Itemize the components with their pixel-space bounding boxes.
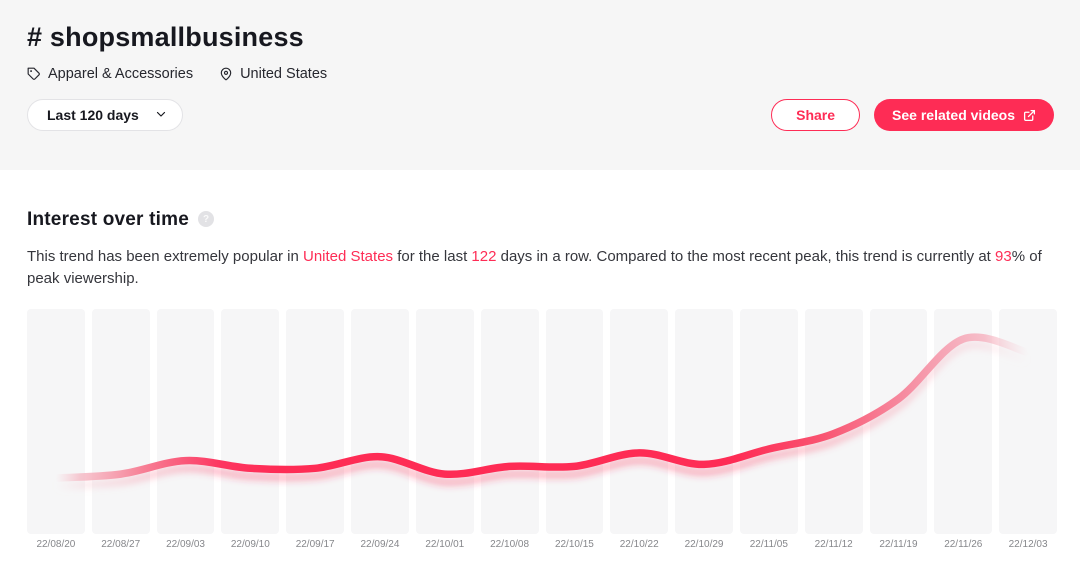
chart-column-band	[156, 309, 215, 534]
region-meta: United States	[219, 66, 327, 82]
x-axis-label: 22/10/22	[619, 539, 659, 550]
region-label: United States	[240, 66, 328, 82]
see-related-videos-label: See related videos	[892, 107, 1015, 123]
x-axis-label: 22/12/03	[1008, 539, 1048, 550]
category-label: Apparel & Accessories	[48, 66, 194, 82]
chart-column-band	[934, 309, 993, 534]
chart-column-band	[286, 309, 345, 534]
chart-column-band	[221, 309, 280, 534]
x-axis-label: 22/08/27	[101, 539, 141, 550]
x-axis-label: 22/10/29	[684, 539, 724, 550]
chart-column-band	[27, 309, 85, 534]
date-range-select[interactable]: Last 120 days	[27, 99, 183, 131]
chart-column-band	[675, 309, 733, 534]
share-button[interactable]: Share	[771, 99, 861, 131]
chevron-down-icon	[155, 107, 167, 123]
external-link-icon	[1023, 109, 1036, 122]
date-range-value: Last 120 days	[47, 107, 139, 123]
question-mark-icon[interactable]: ?	[198, 211, 214, 227]
page-title: # shopsmallbusiness	[27, 22, 304, 52]
see-related-videos-button[interactable]: See related videos	[874, 99, 1054, 131]
chart-column-band	[999, 309, 1057, 534]
hashtag-header: # shopsmallbusiness Apparel & Accessorie…	[0, 0, 1080, 170]
section-title: Interest over time	[27, 209, 189, 230]
x-axis-label: 22/10/01	[425, 539, 465, 550]
interest-over-time-chart	[27, 309, 1057, 534]
interest-section: Interest over time ? This trend has been…	[0, 170, 1080, 550]
chart-column-band	[804, 309, 863, 534]
x-axis-label: 22/09/24	[360, 539, 400, 550]
tag-icon	[27, 67, 41, 81]
x-axis-label: 22/10/15	[554, 539, 594, 550]
x-axis-label: 22/08/20	[36, 539, 76, 550]
chart-column-band	[480, 309, 539, 534]
hashtag-meta-row: Apparel & Accessories United States	[27, 66, 1054, 82]
description-text: days in a row. Compared to the most rece…	[496, 248, 996, 265]
x-axis-label: 22/09/17	[295, 539, 335, 550]
description-highlight: United States	[302, 248, 394, 265]
x-axis-label: 22/11/19	[879, 539, 918, 550]
category-meta: Apparel & Accessories	[27, 66, 193, 82]
x-axis-label: 22/11/12	[814, 539, 853, 550]
x-axis-label: 22/09/03	[166, 539, 205, 550]
chart-background-bands	[27, 309, 1057, 534]
description-text: for the last	[393, 248, 472, 265]
description-highlight: 93	[995, 248, 1012, 265]
description-text: This trend has been extremely popular in	[27, 248, 303, 265]
controls-row: Last 120 days Share See related videos	[27, 99, 1054, 131]
chart-column-band	[415, 309, 474, 534]
chart-column-band	[610, 309, 669, 534]
description-highlight: 122	[471, 248, 497, 265]
chart-column-band	[545, 309, 604, 534]
x-axis-label: 22/10/08	[490, 539, 530, 550]
chart-column-band	[739, 309, 798, 534]
x-axis-label: 22/11/05	[749, 539, 788, 550]
x-axis-labels: 22/08/20 22/08/27 22/09/03 22/09/10 22/09/17…	[27, 539, 1057, 550]
chart-column-band	[869, 309, 928, 534]
location-pin-icon	[219, 67, 233, 81]
trend-description: This trend has been extremely popular in…	[27, 246, 1047, 290]
chart-column-band	[351, 309, 409, 534]
x-axis-label: 22/11/26	[944, 539, 983, 550]
chart-column-band	[91, 309, 150, 534]
description-text: % of peak viewership.	[27, 248, 1042, 287]
section-head: Interest over time ?	[27, 209, 1054, 231]
x-axis-label: 22/09/10	[230, 539, 270, 550]
hashtag-trend-page: # shopsmallbusiness Apparel & Accessorie…	[0, 0, 1080, 550]
